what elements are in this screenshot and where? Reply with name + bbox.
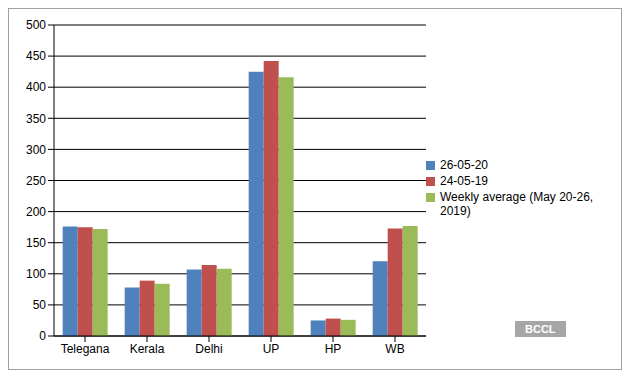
svg-text:Kerala: Kerala [130,342,165,356]
html-text:BCCL: BCCL [525,323,556,335]
svg-text:UP: UP [263,342,280,356]
svg-text:150: 150 [26,236,46,250]
svg-text:350: 350 [26,112,46,126]
svg-text:450: 450 [26,49,46,63]
svg-text:250: 250 [26,174,46,188]
svg-text:50: 50 [33,298,47,312]
svg-text:100: 100 [26,267,46,281]
html-text:26-05-20: 26-05-20 [440,158,488,172]
svg-text:400: 400 [26,80,46,94]
svg-text:300: 300 [26,143,46,157]
svg-text:Telegana: Telegana [61,342,110,356]
svg-text:0: 0 [39,329,46,343]
svg-text:200: 200 [26,205,46,219]
svg-text:Delhi: Delhi [195,342,222,356]
svg-text:500: 500 [26,18,46,32]
svg-text:WB: WB [385,342,404,356]
html-text:Weekly average (May 20-26, 201: Weekly average (May 20-26, 2019) [440,190,594,218]
svg-text:HP: HP [325,342,342,356]
html-text:24-05-19: 24-05-19 [440,174,488,188]
